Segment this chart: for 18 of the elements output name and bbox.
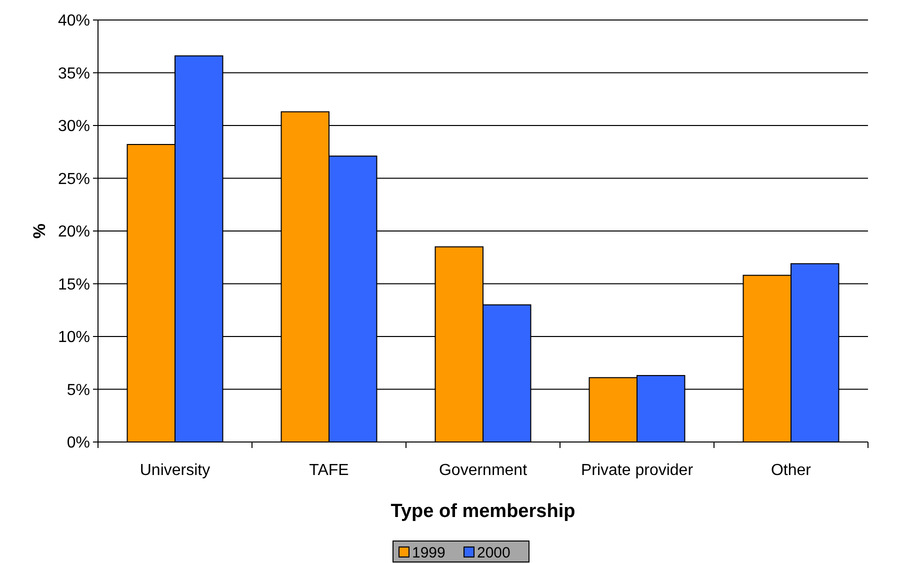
y-tick-label: 10% bbox=[58, 329, 90, 346]
y-tick-label: 0% bbox=[66, 434, 90, 452]
y-tick-label: 30% bbox=[58, 118, 90, 136]
x-tick-label: University bbox=[140, 462, 210, 479]
y-tick-label: 15% bbox=[58, 276, 90, 294]
x-tick-label: Government bbox=[438, 462, 528, 479]
x-tick-label: TAFE bbox=[309, 462, 349, 479]
y-tick-label: 35% bbox=[58, 65, 90, 82]
legend-label: 2000 bbox=[477, 544, 510, 562]
y-axis-title: % bbox=[30, 223, 49, 239]
x-tick-label: Other bbox=[770, 462, 812, 479]
y-tick-label: 25% bbox=[58, 170, 90, 188]
y-tick-label: 20% bbox=[58, 224, 90, 241]
y-tick-label: 5% bbox=[66, 382, 90, 399]
y-tick-label: 40% bbox=[58, 12, 90, 30]
x-tick-label: Private provider bbox=[580, 462, 694, 479]
x-axis-title: Type of membership bbox=[390, 501, 576, 522]
legend-label: 1999 bbox=[412, 544, 446, 562]
